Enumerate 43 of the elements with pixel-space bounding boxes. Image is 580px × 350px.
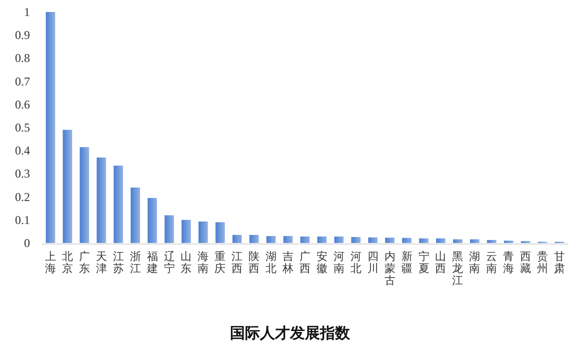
x-tick-label: 黑龙江 <box>452 251 464 287</box>
x-tick-label: 甘肃 <box>554 250 566 275</box>
x-tick-label: 湖南 <box>469 251 480 275</box>
x-tick-label: 辽宁 <box>164 251 175 275</box>
x-tick-label: 天津 <box>96 251 107 275</box>
y-tick-label: 0.4 <box>15 144 30 158</box>
x-tick-label: 山西 <box>435 250 446 275</box>
x-tick-label: 山东 <box>180 250 192 275</box>
x-tick-label: 吉林 <box>282 250 294 275</box>
x-tick-label: 西藏 <box>520 251 532 275</box>
x-tick-label: 上海 <box>44 250 56 275</box>
x-tick-label: 青海 <box>503 250 514 275</box>
x-tick-label: 河北 <box>350 251 362 275</box>
x-tick-label: 新疆 <box>401 250 412 275</box>
x-tick-label: 四川 <box>367 251 378 275</box>
y-tick-label: 0.5 <box>15 120 30 134</box>
x-tick-label: 广西 <box>300 250 310 275</box>
x-tick-label: 江西 <box>232 251 243 275</box>
x-tick-label: 安徽 <box>316 250 328 275</box>
y-tick-label: 0.7 <box>15 74 30 88</box>
x-tick-label: 贵州 <box>537 250 548 275</box>
x-tick-label: 江苏 <box>112 251 124 275</box>
x-tick-label: 广东 <box>78 250 90 275</box>
y-tick-label: 0.6 <box>15 97 30 112</box>
y-tick-label: 0.3 <box>15 166 30 181</box>
y-tick-label: 1 <box>24 5 30 19</box>
y-tick-label: 0.2 <box>15 190 30 204</box>
x-tick-label: 浙江 <box>130 250 141 275</box>
x-tick-label: 重庆 <box>214 250 226 275</box>
x-tick-label: 内蒙古 <box>384 250 396 287</box>
x-tick-label: 宁夏 <box>418 250 430 275</box>
x-tick-label: 福建 <box>146 250 158 275</box>
y-tick-label: 0 <box>24 236 30 250</box>
x-tick-label: 云南 <box>486 251 498 275</box>
x-tick-label: 北京 <box>62 250 73 275</box>
x-tick-label: 陕西 <box>248 251 260 275</box>
y-tick-label: 0.1 <box>15 212 30 227</box>
y-tick-label: 0.8 <box>15 51 30 66</box>
x-tick-label: 海南 <box>198 251 209 275</box>
x-tick-label: 湖北 <box>266 251 277 275</box>
text: 国际人才发展指数 <box>230 324 351 342</box>
x-tick-label: 河南 <box>333 251 344 275</box>
y-tick-label: 0.9 <box>15 28 30 42</box>
